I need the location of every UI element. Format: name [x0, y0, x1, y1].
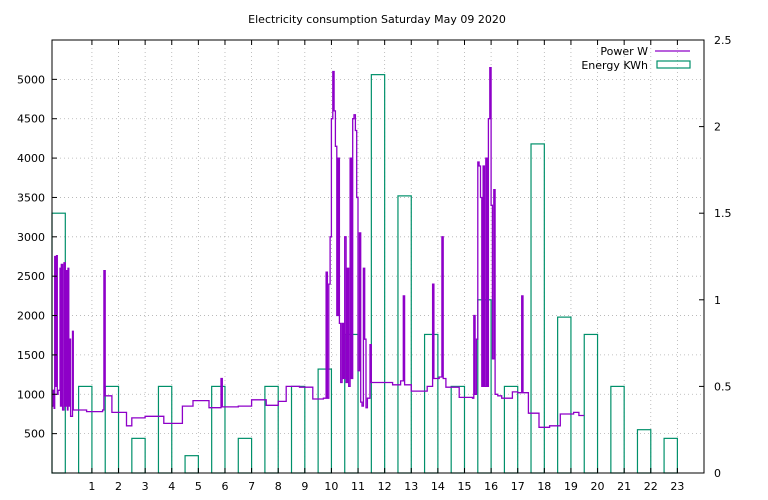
y-left-tick-label: 4000: [17, 152, 45, 165]
energy-bar: [583, 333, 599, 474]
x-tick-label: 4: [168, 480, 175, 493]
y-right-axis-ticks: 0 0.5 1 1.5 2 2.5: [699, 34, 732, 480]
energy-bar: [78, 385, 93, 474]
legend-energy-sample: [656, 60, 691, 69]
energy-bar: [157, 385, 173, 474]
y-right-tick-label: 2.5: [714, 34, 732, 47]
x-tick-label: 15: [457, 480, 471, 493]
x-tick-label: 13: [404, 480, 418, 493]
x-tick-label: 19: [564, 480, 578, 493]
legend-label-energy: Energy KWh: [581, 59, 648, 72]
energy-bar: [211, 385, 226, 474]
energy-bar: [184, 455, 199, 474]
grid: [52, 40, 704, 473]
x-tick-label: 6: [221, 480, 228, 493]
x-axis-ticks: 1 2 3 4 5 6 7 8 9 10 11 12 13 14 15 16 17 18 19 20 21 22 23: [88, 40, 684, 493]
y-right-tick-label: 2: [714, 121, 721, 134]
energy-bar: [131, 437, 146, 474]
x-tick-label: 20: [591, 480, 605, 493]
x-tick-label: 21: [617, 480, 631, 493]
x-tick-label: 7: [248, 480, 255, 493]
x-tick-label: 10: [324, 480, 338, 493]
chart-title: Electricity consumption Saturday May 09 …: [248, 13, 506, 26]
energy-bar: [370, 74, 386, 474]
y-left-tick-label: 2500: [17, 270, 45, 283]
energy-bar: [557, 316, 572, 474]
legend: Power W Energy KWh: [581, 45, 691, 72]
energy-bar: [423, 333, 439, 474]
x-tick-label: 1: [88, 480, 95, 493]
y-left-tick-label: 500: [24, 428, 45, 441]
x-tick-label: 2: [115, 480, 122, 493]
y-right-tick-label: 0: [714, 467, 721, 480]
x-tick-label: 17: [511, 480, 525, 493]
y-left-tick-label: 5000: [17, 73, 45, 86]
legend-label-power: Power W: [600, 45, 648, 58]
y-right-tick-label: 0.5: [714, 380, 732, 393]
x-tick-label: 23: [670, 480, 684, 493]
energy-bar: [264, 385, 279, 474]
energy-bar: [530, 143, 545, 474]
energy-bar: [636, 429, 652, 474]
y-left-tick-label: 3000: [17, 231, 45, 244]
y-left-axis-ticks: 500 1000 1500 2000 2500 3000 3500 4000 4500 5000: [17, 73, 57, 441]
power-line: [52, 66, 585, 428]
y-left-tick-label: 1000: [17, 388, 45, 401]
y-right-tick-label: 1: [714, 294, 721, 307]
y-left-tick-label: 4500: [17, 113, 45, 126]
y-left-tick-label: 3500: [17, 191, 45, 204]
energy-bar: [290, 385, 306, 474]
y-right-tick-label: 1.5: [714, 207, 732, 220]
x-tick-label: 16: [484, 480, 498, 493]
energy-bar: [450, 385, 466, 474]
y-left-tick-label: 2000: [17, 310, 45, 323]
x-tick-label: 3: [142, 480, 149, 493]
x-tick-label: 14: [431, 480, 445, 493]
x-tick-label: 8: [275, 480, 282, 493]
x-tick-label: 12: [378, 480, 392, 493]
x-tick-label: 18: [537, 480, 551, 493]
x-tick-label: 5: [195, 480, 202, 493]
y-left-tick-label: 1500: [17, 349, 45, 362]
energy-bar: [663, 437, 678, 474]
energy-bar: [503, 385, 519, 474]
energy-bar: [237, 437, 253, 474]
x-tick-label: 22: [644, 480, 658, 493]
energy-bar: [610, 385, 625, 474]
x-tick-label: 9: [301, 480, 308, 493]
x-tick-label: 11: [351, 480, 365, 493]
plot-frame: [51, 39, 705, 474]
